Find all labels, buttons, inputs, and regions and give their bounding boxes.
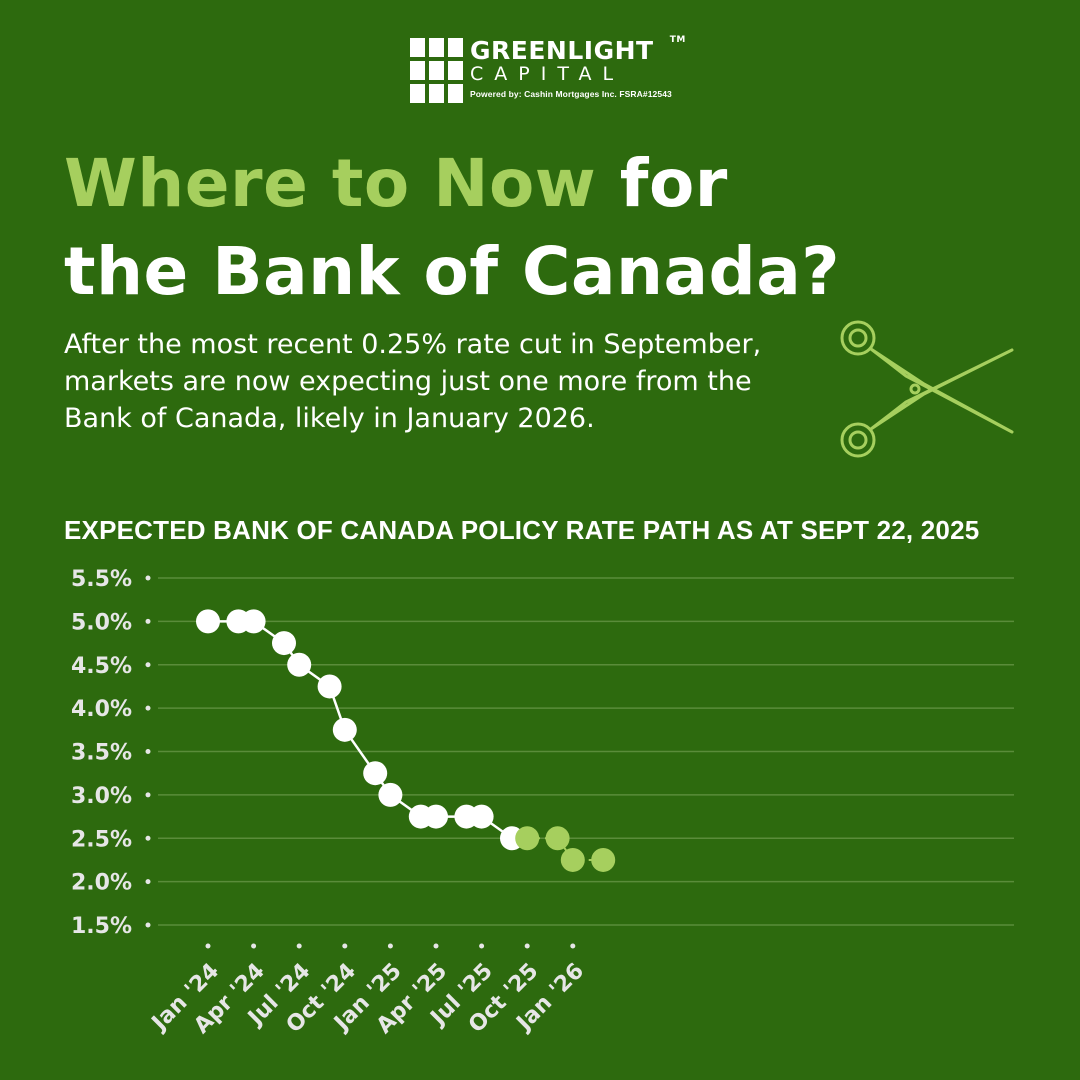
y-axis-ticks: 5.5% 5.0% 4.5% 4.0% 3.5% 3.0% 2.5% 2.0% 1.5% <box>71 567 151 939</box>
x-tick-dot <box>433 943 439 949</box>
brand-text: GREENLIGHT TM CAPITAL Powered by: Cashin … <box>470 36 685 99</box>
y-tick-label: 2.5% <box>71 827 132 852</box>
headline-highlight: Where to Now <box>64 145 597 222</box>
data-point-actual <box>378 782 403 807</box>
headline-line1-rest: for <box>596 145 728 222</box>
trademark: TM <box>669 35 686 45</box>
y-tick-label: 2.0% <box>71 871 132 896</box>
data-point-actual <box>424 804 448 829</box>
data-point-actual <box>469 804 494 829</box>
data-point-actual <box>363 761 388 786</box>
y-tick-label: 4.5% <box>71 654 132 679</box>
brand-subtitle: CAPITAL <box>470 63 625 85</box>
series-points <box>196 609 616 872</box>
brand-logo: GREENLIGHT TM CAPITAL Powered by: Cashin … <box>410 36 685 104</box>
y-tick-dot <box>145 922 151 928</box>
headline-line2: the Bank of Canada? <box>64 233 841 310</box>
y-tick-dot <box>145 575 151 581</box>
x-tick-dot <box>205 943 211 949</box>
logo-grid-icon <box>410 38 464 104</box>
brand-name: GREENLIGHT TM <box>470 36 685 65</box>
data-point-expected <box>545 826 570 851</box>
data-point-actual <box>287 652 312 677</box>
headline: Where to Now for the Bank of Canada? <box>64 140 840 316</box>
data-point-expected <box>591 847 616 872</box>
x-tick-dot <box>479 943 485 949</box>
data-point-actual <box>317 674 342 699</box>
data-point-actual <box>196 609 220 634</box>
series-lines <box>208 620 604 861</box>
data-point-actual <box>332 717 357 742</box>
y-tick-dot <box>145 835 151 841</box>
y-tick-dot <box>145 749 151 754</box>
y-tick-dot <box>145 705 151 711</box>
y-tick-dot <box>145 662 151 668</box>
x-tick-dot <box>342 943 348 949</box>
brand-name-text: GREENLIGHT <box>470 36 654 65</box>
data-point-expected <box>515 826 540 851</box>
brand-powered-by: Powered by: Cashin Mortgages Inc. FSRA#1… <box>470 89 672 99</box>
y-tick-label: 5.0% <box>71 610 132 635</box>
data-point-expected <box>560 847 585 872</box>
data-point-actual <box>272 631 296 656</box>
y-tick-dot <box>145 792 151 798</box>
intro-text: After the most recent 0.25% rate cut in … <box>64 329 762 434</box>
x-tick-dot <box>387 943 393 949</box>
x-tick-dot <box>524 943 530 949</box>
scissors-icon <box>840 320 1014 458</box>
y-tick-label: 1.5% <box>71 914 132 939</box>
y-tick-label: 5.5% <box>71 567 132 592</box>
y-tick-dot <box>145 618 151 624</box>
data-point-actual <box>241 609 266 634</box>
chart-title: EXPECTED BANK OF CANADA POLICY RATE PATH… <box>64 515 980 545</box>
y-tick-label: 3.5% <box>71 741 132 766</box>
x-tick-dot <box>296 943 302 949</box>
x-tick-dot <box>570 943 576 949</box>
y-tick-dot <box>145 879 151 885</box>
x-tick-dot <box>251 943 257 949</box>
gridlines <box>158 577 1014 926</box>
y-tick-label: 4.0% <box>71 697 132 722</box>
y-tick-label: 3.0% <box>71 784 132 809</box>
